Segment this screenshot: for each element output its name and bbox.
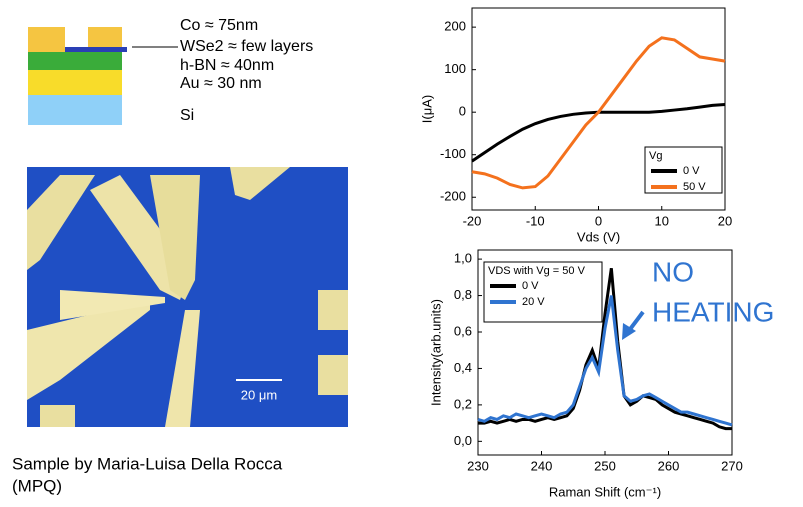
annotation: HEATING: [652, 296, 774, 327]
legend-label: 0 V: [522, 280, 539, 292]
y-tick-label: 0,8: [454, 287, 472, 302]
legend-box: [483, 261, 603, 323]
x-tick-label: 20: [718, 213, 732, 228]
y-tick-label: 0: [459, 104, 466, 119]
x-tick-label: 230: [467, 458, 489, 473]
electrode: [90, 175, 190, 300]
legend-label: 50 V: [683, 181, 706, 193]
x-tick-label: 270: [721, 458, 743, 473]
electrode: [60, 290, 165, 320]
y-tick-label: 0,6: [454, 323, 472, 338]
arrow-head: [622, 323, 636, 340]
electrode: [150, 175, 200, 300]
x-axis-label: Vds (V): [577, 229, 620, 244]
layer-label: WSe2 ≈ few layers: [180, 38, 313, 55]
au-layer: [28, 70, 122, 95]
electrode: [27, 175, 95, 270]
series-line: [471, 36, 726, 190]
y-tick-label: 0,4: [454, 360, 472, 375]
electrode: [230, 167, 290, 200]
y-tick-label: -200: [440, 189, 466, 204]
x-tick-label: -10: [526, 213, 545, 228]
hbn-layer: [28, 52, 122, 70]
x-tick-label: 0: [595, 213, 602, 228]
y-tick-label: 200: [444, 19, 466, 34]
layer-label: Si: [180, 107, 194, 124]
y-tick-label: 0,0: [454, 433, 472, 448]
x-tick-label: -20: [463, 213, 482, 228]
legend-label: 20 V: [522, 296, 545, 308]
co-left: [28, 27, 65, 52]
electrode: [165, 310, 200, 427]
caption: Sample by Maria-Luisa Della Rocca: [12, 454, 283, 473]
legend-title: Vg: [649, 150, 662, 162]
y-axis-label: Intensity(arb.units): [428, 299, 443, 406]
si-layer: [28, 95, 122, 125]
x-tick-label: 250: [594, 458, 616, 473]
wse2-layer: [65, 47, 127, 52]
y-tick-label: 1,0: [454, 251, 472, 266]
electrode: [27, 300, 150, 400]
x-tick-label: 240: [531, 458, 553, 473]
layer-label: h-BN ≈ 40nm: [180, 57, 274, 74]
pad: [318, 355, 348, 395]
series-line: [477, 295, 733, 427]
x-tick-label: 10: [655, 213, 669, 228]
x-axis-label: Raman Shift (cm⁻¹): [549, 484, 661, 499]
micrograph: 20 μm: [27, 167, 348, 427]
y-axis-label: I(μA): [419, 95, 434, 123]
annotation: NO: [652, 256, 694, 287]
legend-label: 0 V: [683, 165, 700, 177]
legend-title: VDS with Vg = 50 V: [488, 265, 586, 277]
pad: [318, 290, 348, 330]
y-tick-label: 0,2: [454, 396, 472, 411]
y-tick-label: -100: [440, 146, 466, 161]
layer-label: Au ≈ 30 nm: [180, 75, 262, 92]
caption: (MPQ): [12, 476, 62, 495]
layer-label: Co ≈ 75nm: [180, 17, 258, 34]
pad: [40, 405, 75, 427]
scale-label: 20 μm: [241, 387, 277, 402]
y-tick-label: 100: [444, 61, 466, 76]
x-tick-label: 260: [658, 458, 680, 473]
layer-stack: Co ≈ 75nm WSe2 ≈ few layers h-BN ≈ 40nm …: [28, 17, 313, 125]
series-line: [478, 268, 732, 431]
